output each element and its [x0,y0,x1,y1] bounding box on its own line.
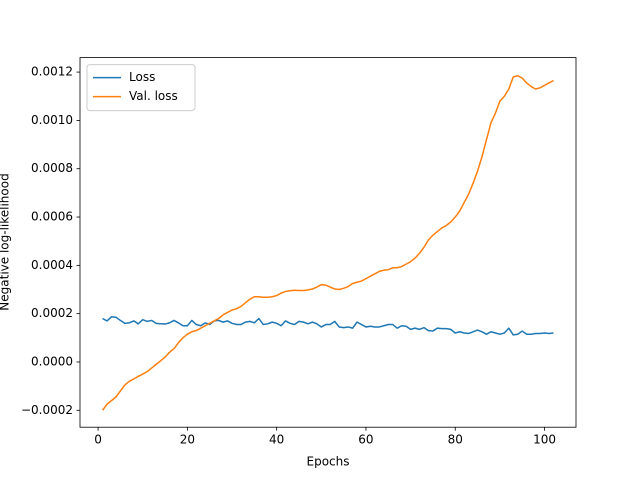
y-axis-label: Negative log-likelihood [0,173,12,310]
legend-label: Loss [129,70,155,84]
x-tick-label: 80 [448,433,463,447]
series-line [102,316,554,336]
y-tick-label: 0.0010 [31,113,73,127]
x-tick-label: 40 [269,433,284,447]
legend-box [86,64,196,112]
x-tick-label: 100 [533,433,556,447]
x-tick-label: 0 [94,433,102,447]
y-tick-label: 0.0000 [31,354,73,368]
x-axis-label: Epochs [307,455,350,469]
y-tick-label: −0.0002 [21,403,73,417]
x-tick-label: 60 [358,433,373,447]
axes-frame [79,57,577,428]
y-tick-label: 0.0012 [31,65,73,79]
y-tick-label: 0.0002 [31,306,73,320]
legend-label: Val. loss [129,89,178,103]
y-tick-label: 0.0008 [31,161,73,175]
series-line [101,74,554,411]
x-tick-label: 20 [180,433,195,447]
y-tick-label: 0.0004 [31,258,73,272]
legend: Loss Val. loss [86,64,196,112]
y-tick-label: 0.0006 [31,210,73,224]
